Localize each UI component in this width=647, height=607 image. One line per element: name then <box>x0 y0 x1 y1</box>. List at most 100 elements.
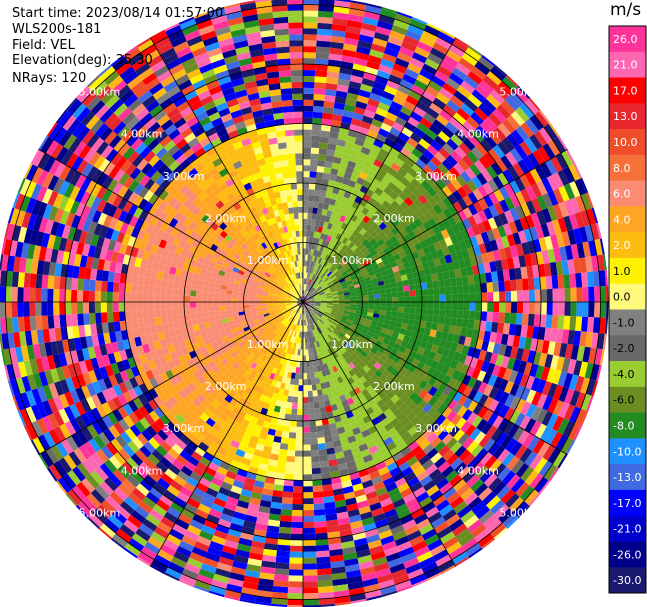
gate-cell <box>353 247 361 255</box>
gate-cell <box>347 282 354 288</box>
gate-cell <box>341 244 348 252</box>
gate-cell <box>336 84 349 93</box>
gate-cell <box>525 389 537 404</box>
gate-cell <box>455 250 464 261</box>
gate-cell <box>455 276 463 286</box>
gate-cell <box>410 265 418 273</box>
gate-cell <box>596 333 605 350</box>
gate-cell <box>384 357 393 365</box>
gate-cell <box>396 52 412 63</box>
gate-cell <box>288 438 296 445</box>
gate-cell <box>249 302 256 305</box>
gate-cell <box>315 269 320 276</box>
gate-cell <box>307 272 311 280</box>
gate-cell <box>314 315 319 321</box>
gate-cell <box>325 262 331 269</box>
gate-cell <box>555 328 564 343</box>
gate-cell <box>510 110 525 127</box>
gate-cell <box>297 408 303 416</box>
gate-cell <box>485 321 493 332</box>
gate-cell <box>574 408 587 426</box>
gate-cell <box>333 150 344 159</box>
gate-cell <box>318 4 335 13</box>
gate-cell <box>309 420 317 427</box>
gate-cell <box>100 302 107 313</box>
gate-cell <box>427 197 438 208</box>
gate-cell <box>11 271 19 288</box>
gate-cell <box>173 274 181 283</box>
gate-cell <box>399 328 407 336</box>
gate-cell <box>360 350 368 358</box>
gate-cell <box>440 29 456 40</box>
gate-cell <box>112 292 119 302</box>
gate-cell <box>307 212 313 220</box>
gate-cell <box>438 279 446 288</box>
gate-cell <box>333 318 341 323</box>
gate-cell <box>362 302 369 306</box>
gate-cell <box>521 313 529 326</box>
gate-cell <box>23 272 31 288</box>
gate-cell <box>431 224 441 235</box>
gate-cell <box>367 312 374 317</box>
gate-cell <box>237 298 244 302</box>
gate-cell <box>415 302 422 309</box>
gate-cell <box>501 235 510 249</box>
gate-cell <box>322 253 328 260</box>
gate-cell <box>337 133 348 142</box>
gate-cell <box>532 326 540 340</box>
gate-cell <box>88 290 96 302</box>
gate-cell <box>322 246 328 254</box>
gate-cell <box>366 60 381 70</box>
gate-cell <box>585 256 593 273</box>
gate-cell <box>372 313 380 319</box>
gate-cell <box>317 28 332 36</box>
gate-cell <box>341 237 349 245</box>
gate-cell <box>419 355 429 365</box>
gate-cell <box>430 75 446 88</box>
gate-cell <box>308 408 315 415</box>
gate-cell <box>190 313 198 320</box>
gate-cell <box>311 461 321 469</box>
gate-cell <box>338 127 350 136</box>
gate-cell <box>311 141 320 149</box>
gate-cell <box>342 262 350 269</box>
gate-cell <box>382 323 390 330</box>
gate-cell <box>349 309 356 314</box>
gate-cell <box>378 148 390 158</box>
gate-cell <box>414 242 423 252</box>
gate-cell <box>322 323 329 329</box>
gate-cell <box>404 172 415 183</box>
gate-cell <box>370 381 379 390</box>
gate-cell <box>303 165 311 172</box>
ray <box>303 64 508 302</box>
gate-cell <box>460 267 468 277</box>
gate-cell <box>560 150 574 167</box>
gate-cell <box>349 290 356 295</box>
gate-cell <box>486 70 503 86</box>
gate-cell <box>340 251 347 258</box>
gate-cell <box>509 245 519 258</box>
gate-cell <box>492 311 500 323</box>
gate-cell <box>100 291 107 302</box>
gate-cell <box>288 581 303 588</box>
gate-cell <box>95 312 102 324</box>
gate-cell <box>437 163 449 175</box>
gate-cell <box>442 385 453 396</box>
gate-cell <box>491 364 502 377</box>
gate-cell <box>425 342 434 352</box>
gate-cell <box>310 267 315 274</box>
gate-cell <box>295 438 303 445</box>
gate-cell <box>378 222 388 231</box>
gate-cell <box>467 215 477 227</box>
gate-cell <box>327 179 336 188</box>
gate-cell <box>546 175 559 191</box>
gate-cell <box>389 30 406 41</box>
gate-cell <box>512 162 525 178</box>
gate-cell <box>492 144 506 159</box>
gate-cell <box>386 364 395 374</box>
gate-cell <box>550 234 560 249</box>
gate-cell <box>359 228 367 236</box>
gate-cell <box>495 158 508 173</box>
gate-cell <box>334 0 351 9</box>
gate-cell <box>412 227 422 237</box>
